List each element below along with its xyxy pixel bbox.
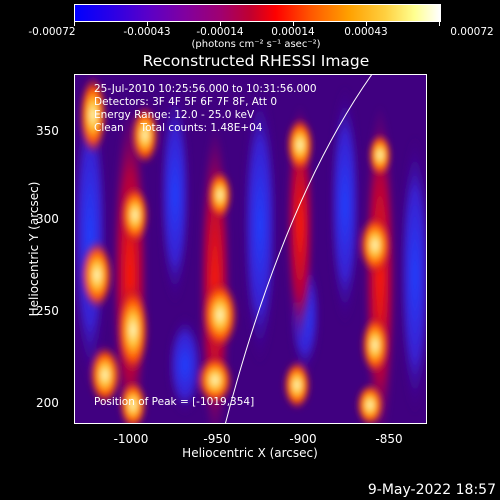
rhessi-image-svg — [75, 75, 426, 423]
render-date: 9-May-2022 18:57 — [367, 482, 496, 498]
y-tick-label: 250 — [36, 304, 59, 318]
colorbar-tick-label: -0.00072 — [28, 26, 76, 38]
info-line-time: 25-Jul-2010 10:25:56.000 to 10:31:56.000 — [94, 83, 317, 95]
colorbar-tick-label: 0.00014 — [271, 26, 315, 38]
colorbar-tick — [147, 21, 148, 26]
colorbar-tick-label: -0.00014 — [196, 26, 244, 38]
x-tick-label: -900 — [289, 432, 317, 446]
colorbar-tick-label: -0.00043 — [123, 26, 171, 38]
x-axis-label: Heliocentric X (arcsec) — [182, 446, 318, 460]
x-tick-label: -1000 — [113, 432, 149, 446]
y-tick-label: 300 — [36, 212, 59, 226]
rhessi-image — [74, 74, 427, 424]
colorbar-tick — [74, 21, 75, 26]
colorbar-tick — [366, 21, 367, 26]
colorbar-tick — [293, 21, 294, 26]
colorbar-tick — [439, 21, 440, 26]
x-tick-label: -950 — [203, 432, 231, 446]
colorbar-units: (photons cm⁻² s⁻¹ asec⁻²) — [191, 39, 321, 50]
y-axis-label: Heliocentric Y (arcsec) — [27, 181, 41, 317]
plot-title: Reconstructed RHESSI Image — [142, 52, 370, 70]
colorbar — [74, 4, 441, 22]
peak-position: Position of Peak = [-1019,354] — [94, 396, 255, 408]
solar-limb-line — [225, 75, 373, 423]
info-line-energy: Energy Range: 12.0 - 25.0 keV — [94, 109, 255, 121]
colorbar-tick-label: 0.00072 — [450, 26, 494, 38]
y-tick-label: 200 — [36, 396, 59, 410]
colorbar-tick — [220, 21, 221, 26]
info-line-detectors: Detectors: 3F 4F 5F 6F 7F 8F, Att 0 — [94, 96, 278, 108]
y-tick-label: 350 — [36, 124, 59, 138]
colorbar-tick-label: 0.00043 — [344, 26, 388, 38]
info-line-counts: Clean Total counts: 1.48E+04 — [94, 122, 263, 134]
x-tick-label: -850 — [375, 432, 403, 446]
